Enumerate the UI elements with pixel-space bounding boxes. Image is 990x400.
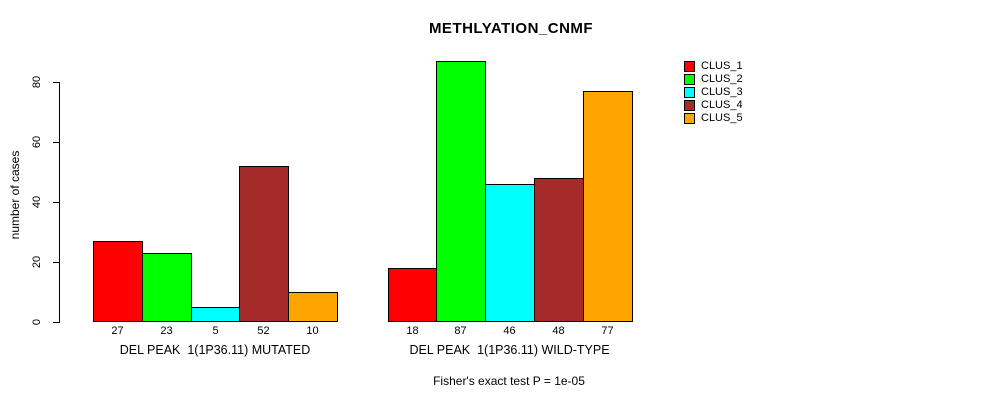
bar-clus_4-group2 (534, 178, 584, 322)
y-axis-label: number of cases (8, 150, 22, 240)
bar-value-label: 18 (406, 325, 419, 337)
legend-label: CLUS_4 (701, 99, 743, 111)
group-label: DEL PEAK 1(1P36.11) WILD-TYPE (409, 343, 610, 357)
statistical-test-note: Fisher's exact test P = 1e-05 (433, 374, 585, 388)
legend-swatch (684, 100, 695, 111)
legend-label: CLUS_3 (701, 86, 743, 98)
legend-row-clus_4: CLUS_4 (684, 99, 743, 112)
legend: CLUS_1 CLUS_2 CLUS_3 CLUS_4 CLUS_5 (684, 60, 743, 125)
legend-label: CLUS_5 (701, 112, 743, 124)
y-axis-tick (53, 142, 59, 143)
y-axis-tick-label: 80 (31, 75, 43, 89)
legend-swatch (684, 113, 695, 124)
legend-swatch (684, 74, 695, 85)
y-axis-tick (53, 262, 59, 263)
legend-label: CLUS_1 (701, 60, 743, 72)
bar-clus_3-group2 (485, 184, 535, 322)
y-axis-tick-label: 20 (31, 255, 43, 269)
bar-value-label: 52 (257, 325, 270, 337)
bar-clus_1-group1 (93, 241, 143, 322)
bar-value-label: 27 (111, 325, 124, 337)
bar-clus_5-group2 (583, 91, 633, 322)
legend-row-clus_3: CLUS_3 (684, 86, 743, 99)
y-axis-tick (53, 322, 59, 323)
bar-clus_5-group1 (288, 292, 338, 322)
bar-value-label: 23 (160, 325, 173, 337)
group-label: DEL PEAK 1(1P36.11) MUTATED (119, 343, 311, 357)
bar-value-label: 46 (503, 325, 516, 337)
bar-clus_3-group1 (191, 307, 241, 322)
legend-label: CLUS_2 (701, 73, 743, 85)
legend-row-clus_1: CLUS_1 (684, 60, 743, 73)
bar-value-label: 5 (212, 325, 219, 337)
legend-swatch (684, 61, 695, 72)
y-axis-line (59, 82, 60, 323)
chart-title: METHLYATION_CNMF (428, 20, 594, 37)
legend-swatch (684, 87, 695, 98)
y-axis-tick-label: 60 (31, 135, 43, 149)
y-axis-tick-label: 40 (31, 195, 43, 209)
legend-row-clus_2: CLUS_2 (684, 73, 743, 86)
bar-value-label: 48 (552, 325, 565, 337)
bar-value-label: 87 (454, 325, 467, 337)
bar-value-label: 77 (601, 325, 614, 337)
bar-clus_2-group2 (436, 61, 486, 322)
legend-row-clus_5: CLUS_5 (684, 112, 743, 125)
bar-clus_2-group1 (142, 253, 192, 322)
bar-clus_4-group1 (239, 166, 289, 322)
y-axis-tick (53, 202, 59, 203)
bar-value-label: 10 (306, 325, 319, 337)
y-axis-tick (53, 82, 59, 83)
y-axis-tick-label: 0 (31, 318, 43, 326)
bar-clus_1-group2 (388, 268, 438, 322)
